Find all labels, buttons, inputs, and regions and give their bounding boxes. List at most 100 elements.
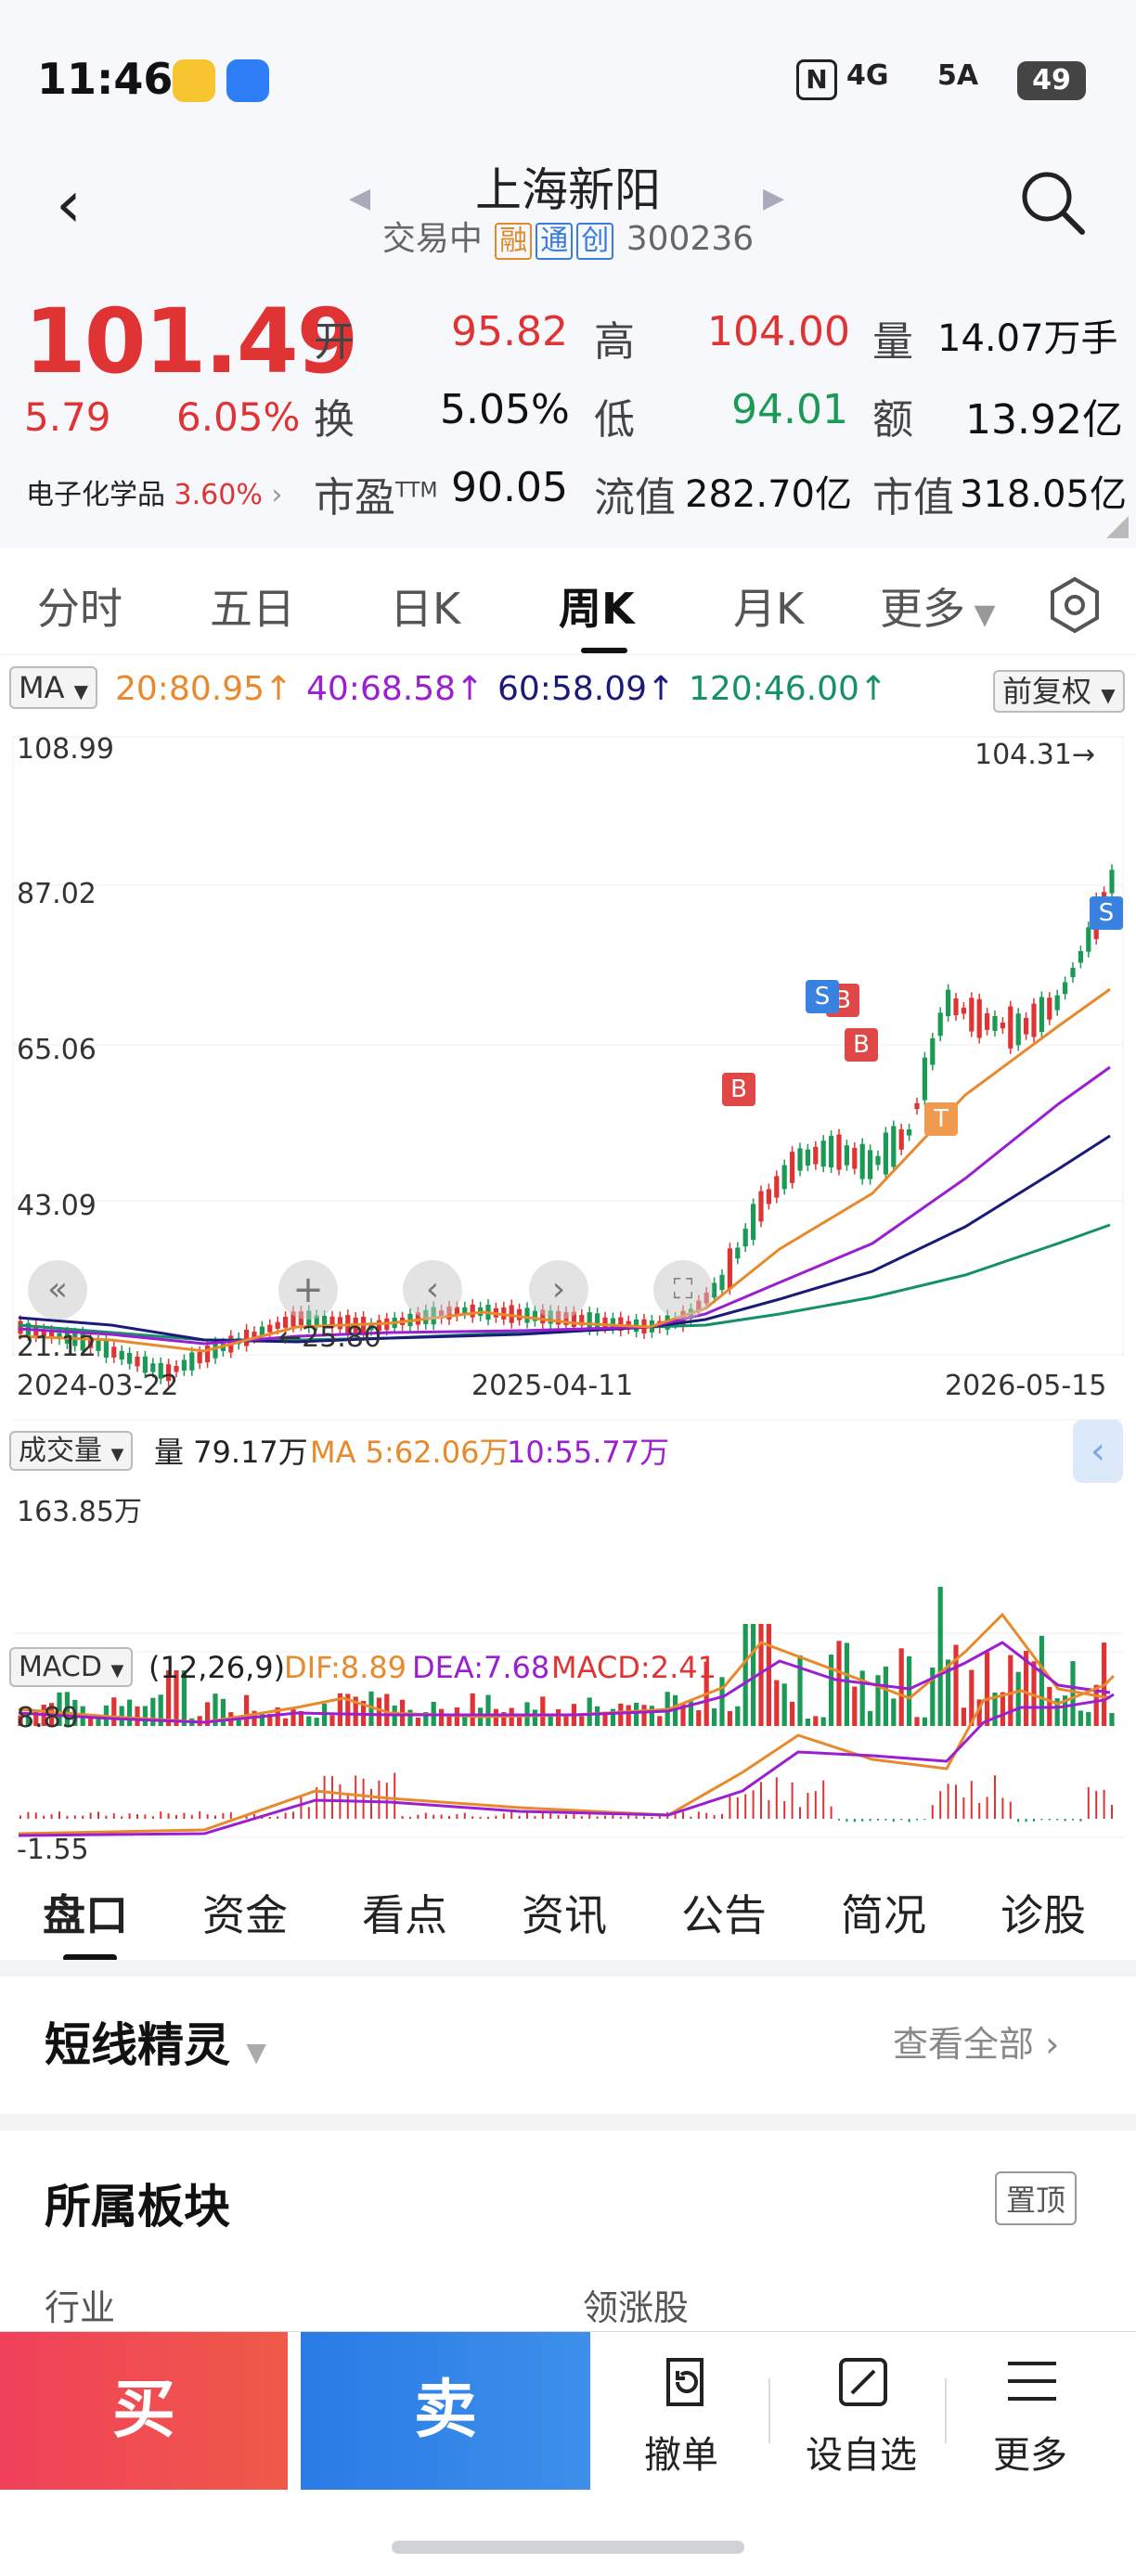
volume-bar xyxy=(1063,1695,1068,1726)
macd-bar xyxy=(986,1797,988,1819)
volume-bar xyxy=(142,1706,148,1726)
more-button[interactable]: 更多 xyxy=(947,2332,1114,2490)
prev-stock-icon[interactable]: ◀ xyxy=(349,182,371,214)
tab-intraday[interactable]: 分时 xyxy=(37,584,123,634)
y-tick: 21.12 xyxy=(17,1331,97,1363)
settings-icon[interactable] xyxy=(1045,575,1104,635)
low-label: 低 xyxy=(594,396,635,444)
tab-highlights[interactable]: 看点 xyxy=(362,1890,447,1940)
macd-bar xyxy=(66,1815,69,1819)
fullscreen-icon[interactable]: ⛶ xyxy=(653,1260,713,1320)
macd-bar xyxy=(744,1794,747,1819)
volume-bar xyxy=(914,1717,920,1726)
volume-bar xyxy=(579,1716,585,1726)
cancel-order-button[interactable]: 撤单 xyxy=(598,2332,765,2490)
amount-label: 额 xyxy=(872,396,913,444)
buy-button[interactable]: 买 xyxy=(0,2332,288,2490)
home-indicator[interactable] xyxy=(392,2541,744,2554)
volume-bar xyxy=(384,1694,390,1726)
macd-bar xyxy=(323,1775,326,1819)
volume-bar xyxy=(368,1691,374,1726)
volume-bar xyxy=(797,1655,803,1726)
macd-bar xyxy=(1095,1790,1098,1819)
tab-announcements[interactable]: 公告 xyxy=(681,1890,767,1940)
volume-bar xyxy=(423,1712,429,1726)
volume-max: 163.85万 xyxy=(17,1496,142,1528)
macd-bar xyxy=(1103,1789,1105,1819)
sell-button[interactable]: 卖 xyxy=(301,2332,590,2490)
trading-status: 交易中 xyxy=(381,220,483,258)
tab-more[interactable]: 更多 ▼ xyxy=(880,584,996,634)
macd-bar xyxy=(923,1819,926,1821)
macd-bar xyxy=(394,1772,396,1819)
volume-bar xyxy=(930,1668,936,1726)
volume-bar xyxy=(626,1705,631,1726)
zoom-in-icon[interactable]: + xyxy=(278,1260,338,1320)
volume-bar xyxy=(735,1706,741,1726)
ma-selector[interactable]: MA ▼ xyxy=(9,666,98,709)
tab-five-day[interactable]: 五日 xyxy=(210,584,295,634)
macd-bar xyxy=(822,1780,825,1819)
price-change-pct: 6.05% xyxy=(176,394,301,440)
volume-bar xyxy=(1070,1661,1076,1726)
macd-bar xyxy=(838,1819,840,1821)
collapse-icon[interactable]: ‹ xyxy=(1073,1420,1123,1483)
date-end: 2026-05-15 xyxy=(945,1370,1107,1402)
macd-dea: DEA:7.68 xyxy=(412,1650,550,1685)
tab-monthly-k[interactable]: 月K xyxy=(733,584,805,634)
tab-news[interactable]: 资讯 xyxy=(522,1890,607,1940)
rewind-icon[interactable]: « xyxy=(28,1260,87,1320)
macd-bar xyxy=(183,1812,186,1819)
volume-bar xyxy=(820,1717,826,1726)
macd-bar xyxy=(448,1816,450,1819)
volume-bar xyxy=(946,1659,951,1726)
add-watchlist-label: 设自选 xyxy=(806,2434,917,2477)
macd-bar xyxy=(1017,1819,1020,1823)
macd-bar xyxy=(760,1782,762,1819)
scroll-left-icon[interactable]: ‹ xyxy=(403,1260,462,1320)
shortline-title[interactable]: 短线精灵 ▼ xyxy=(45,2018,266,2072)
macd-bar xyxy=(190,1814,193,1819)
sector-link[interactable]: 电子化学品 3.60% › xyxy=(26,479,283,511)
volume-bar xyxy=(556,1708,562,1726)
battery-icon: 49 xyxy=(1017,61,1086,100)
macd-bar xyxy=(50,1814,53,1819)
search-icon[interactable] xyxy=(1019,169,1086,236)
scroll-right-icon[interactable]: › xyxy=(529,1260,588,1320)
float-cap-value: 282.70亿 xyxy=(685,473,852,516)
kline-chart-area[interactable]: MA ▼ 20:80.95↑ 40:68.58↑ 60:58.09↑ 120:4… xyxy=(0,659,1136,1866)
tab-weekly-k[interactable]: 周K xyxy=(559,584,635,634)
sector-section-title: 所属板块 xyxy=(45,2180,230,2234)
macd-bar xyxy=(861,1819,864,1822)
y-tick: 108.99 xyxy=(17,733,114,766)
macd-bar xyxy=(557,1814,560,1819)
market-cap-label: 市值 xyxy=(872,474,954,522)
tab-diagnosis[interactable]: 诊股 xyxy=(1000,1890,1086,1940)
add-watchlist-button[interactable]: 设自选 xyxy=(778,2332,945,2490)
macd-selector[interactable]: MACD ▼ xyxy=(9,1647,134,1687)
volume-bar xyxy=(883,1666,888,1726)
tab-order-book[interactable]: 盘口 xyxy=(43,1890,128,1940)
macd-bar xyxy=(401,1815,404,1819)
macd-bar xyxy=(783,1801,786,1819)
volume-selector[interactable]: 成交量 ▼ xyxy=(9,1427,134,1471)
tab-funds[interactable]: 资金 xyxy=(202,1890,288,1940)
expand-corner-icon[interactable] xyxy=(1106,516,1129,538)
tab-daily-k[interactable]: 日K xyxy=(390,584,461,634)
macd-bar xyxy=(89,1812,92,1819)
macd-bar xyxy=(939,1791,942,1819)
tab-profile[interactable]: 简况 xyxy=(841,1890,926,1940)
bottom-action-bar: 买 卖 撤单 设自选 更多 xyxy=(0,2331,1136,2490)
view-all-link[interactable]: 查看全部 › xyxy=(893,2024,1060,2065)
macd-bar xyxy=(1040,1819,1043,1821)
adjust-selector[interactable]: 前复权 ▼ xyxy=(993,668,1125,713)
macd-bar xyxy=(931,1805,934,1819)
back-icon[interactable]: ‹ xyxy=(56,166,82,242)
t-signal-icon: T xyxy=(924,1102,958,1136)
macd-bars xyxy=(19,1772,1113,1823)
next-stock-icon[interactable]: ▶ xyxy=(763,182,785,214)
pin-top-button[interactable]: 置顶 xyxy=(995,2171,1078,2225)
float-cap-label: 流值 xyxy=(594,474,676,522)
y-tick: 87.02 xyxy=(17,878,97,910)
macd-bar xyxy=(97,1811,99,1819)
